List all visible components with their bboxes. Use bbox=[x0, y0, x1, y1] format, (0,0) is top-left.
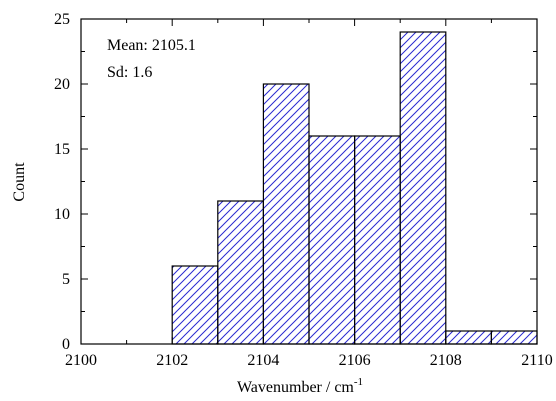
histogram-bar-2107 bbox=[399, 31, 447, 345]
x-tick-label-2104: 2104 bbox=[247, 352, 279, 369]
y-tick-label-20: 20 bbox=[54, 76, 70, 93]
y-tick-label-15: 15 bbox=[54, 141, 70, 158]
histogram-bar-2109 bbox=[490, 330, 538, 345]
histogram-bar-2103 bbox=[217, 200, 265, 345]
x-axis-label-superscript: -1 bbox=[354, 376, 363, 388]
x-axis-label-main: Wavenumber / cm bbox=[237, 379, 354, 396]
x-tick-label-2106: 2106 bbox=[339, 352, 371, 369]
y-axis-label: Count bbox=[11, 162, 28, 202]
x-tick-label-2102: 2102 bbox=[156, 352, 188, 369]
y-tick-label-5: 5 bbox=[62, 271, 70, 288]
x-tick-label-2110: 2110 bbox=[521, 352, 552, 369]
histogram-bar-2105 bbox=[308, 135, 356, 345]
y-tick-label-25: 25 bbox=[54, 11, 70, 28]
histogram-bar-2106 bbox=[354, 135, 401, 345]
tick-labels-group: 2100 2102 2104 2106 2108 2110 0 5 10 15 20 25 bbox=[54, 11, 553, 369]
y-tick-label-10: 10 bbox=[54, 206, 70, 223]
histogram-bar-2108 bbox=[445, 330, 492, 345]
histogram-bar-2102 bbox=[171, 265, 219, 345]
sd-annotation: Sd: 1.6 bbox=[107, 64, 152, 81]
y-tick-label-0: 0 bbox=[62, 336, 70, 353]
x-axis-label: Wavenumber / cm-1 bbox=[237, 376, 363, 396]
histogram-bar-2104 bbox=[262, 83, 310, 345]
mean-annotation: Mean: 2105.1 bbox=[107, 37, 196, 54]
x-tick-label-2100: 2100 bbox=[65, 352, 97, 369]
x-tick-label-2108: 2108 bbox=[430, 352, 462, 369]
bars-group bbox=[171, 31, 538, 345]
ticks-group bbox=[80, 18, 538, 345]
